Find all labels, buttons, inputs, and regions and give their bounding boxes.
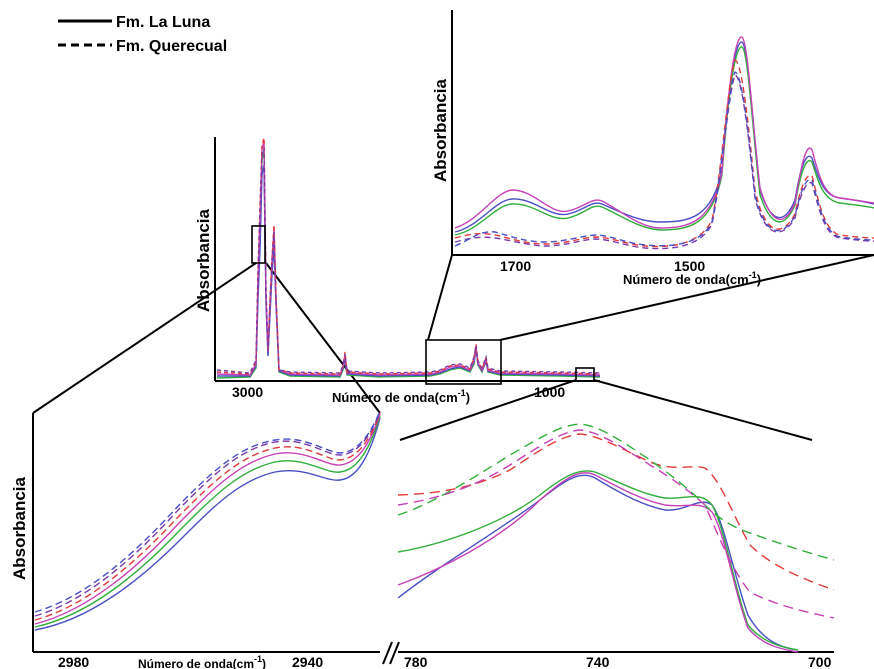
inset-rocking: 780 740 700 <box>397 423 835 669</box>
inset-ch-x-label: Número de onda(cm-1) <box>138 654 266 669</box>
main-series-blue <box>217 164 601 377</box>
inset-fp-y-label: Absorbancia <box>431 78 450 182</box>
legend-label-querecual: Fm. Querecual <box>116 38 227 55</box>
inset-fp-series-blue-dashed <box>454 71 874 247</box>
inset-rock-series-blue <box>397 474 799 651</box>
main-tick-3000: 3000 <box>232 384 263 400</box>
main-series-red-dashed <box>216 137 601 375</box>
inset-ch-tick-2940: 2940 <box>292 654 323 669</box>
inset-ch-series-purple-dashed <box>34 411 381 617</box>
inset-fingerprint: Absorbancia 1700 1500 Número de onda(cm-… <box>431 10 874 287</box>
main-y-label: Absorbancia <box>194 208 213 312</box>
legend-label-la-luna: Fm. La Luna <box>116 14 210 31</box>
inset-ch-stretch: Absorbancia 2980 2940 Número de onda(cm-… <box>10 410 381 669</box>
main-tick-1000: 1000 <box>534 384 565 400</box>
inset-fp-tick-1700: 1700 <box>500 258 531 274</box>
inset-ch-series-blue <box>34 417 381 631</box>
inset-ch-tick-2980: 2980 <box>58 654 89 669</box>
inset-rock-series-magenta-dashed <box>397 429 835 619</box>
inset-ch-series-green <box>34 415 381 628</box>
legend: Fm. La Luna Fm. Querecual <box>58 14 227 55</box>
inset-ch-series-red-dashed <box>34 412 381 621</box>
zoom-box-rocking <box>575 367 595 382</box>
inset-rock-series-magenta <box>397 472 799 653</box>
zoom-connectors <box>32 254 874 441</box>
axis-break <box>382 641 400 665</box>
zoom-box-fingerprint <box>425 339 502 385</box>
inset-fp-x-label: Número de onda(cm-1) <box>623 270 761 287</box>
inset-rock-series-red-dashed <box>397 433 835 591</box>
inset-fp-series-green <box>454 46 874 236</box>
main-x-label: Número de onda(cm-1) <box>332 388 470 405</box>
inset-fp-series-magenta <box>454 36 874 229</box>
main-chart: Absorbancia 3000 1000 Número de onda(cm-… <box>194 137 601 405</box>
zoom-box-ch-stretch <box>251 225 266 264</box>
inset-rock-tick-780: 780 <box>404 654 428 669</box>
main-series <box>216 137 601 379</box>
inset-ch-series-blue-dashed <box>34 410 381 613</box>
inset-fp-series-purple-dashed <box>454 74 874 250</box>
inset-rock-series <box>397 423 835 653</box>
inset-rock-tick-700: 700 <box>808 654 832 669</box>
inset-fp-series <box>454 36 874 250</box>
inset-rock-series-green-dashed <box>397 423 835 561</box>
inset-rock-tick-740: 740 <box>586 654 610 669</box>
main-series-purple-dashed <box>216 147 601 374</box>
inset-ch-series <box>34 410 381 631</box>
inset-ch-series-magenta <box>34 413 381 625</box>
inset-rock-series-green <box>397 470 799 651</box>
inset-fp-tick-1500: 1500 <box>674 258 705 274</box>
inset-fp-series-red-dashed <box>454 59 874 248</box>
inset-ch-y-label: Absorbancia <box>10 476 29 580</box>
